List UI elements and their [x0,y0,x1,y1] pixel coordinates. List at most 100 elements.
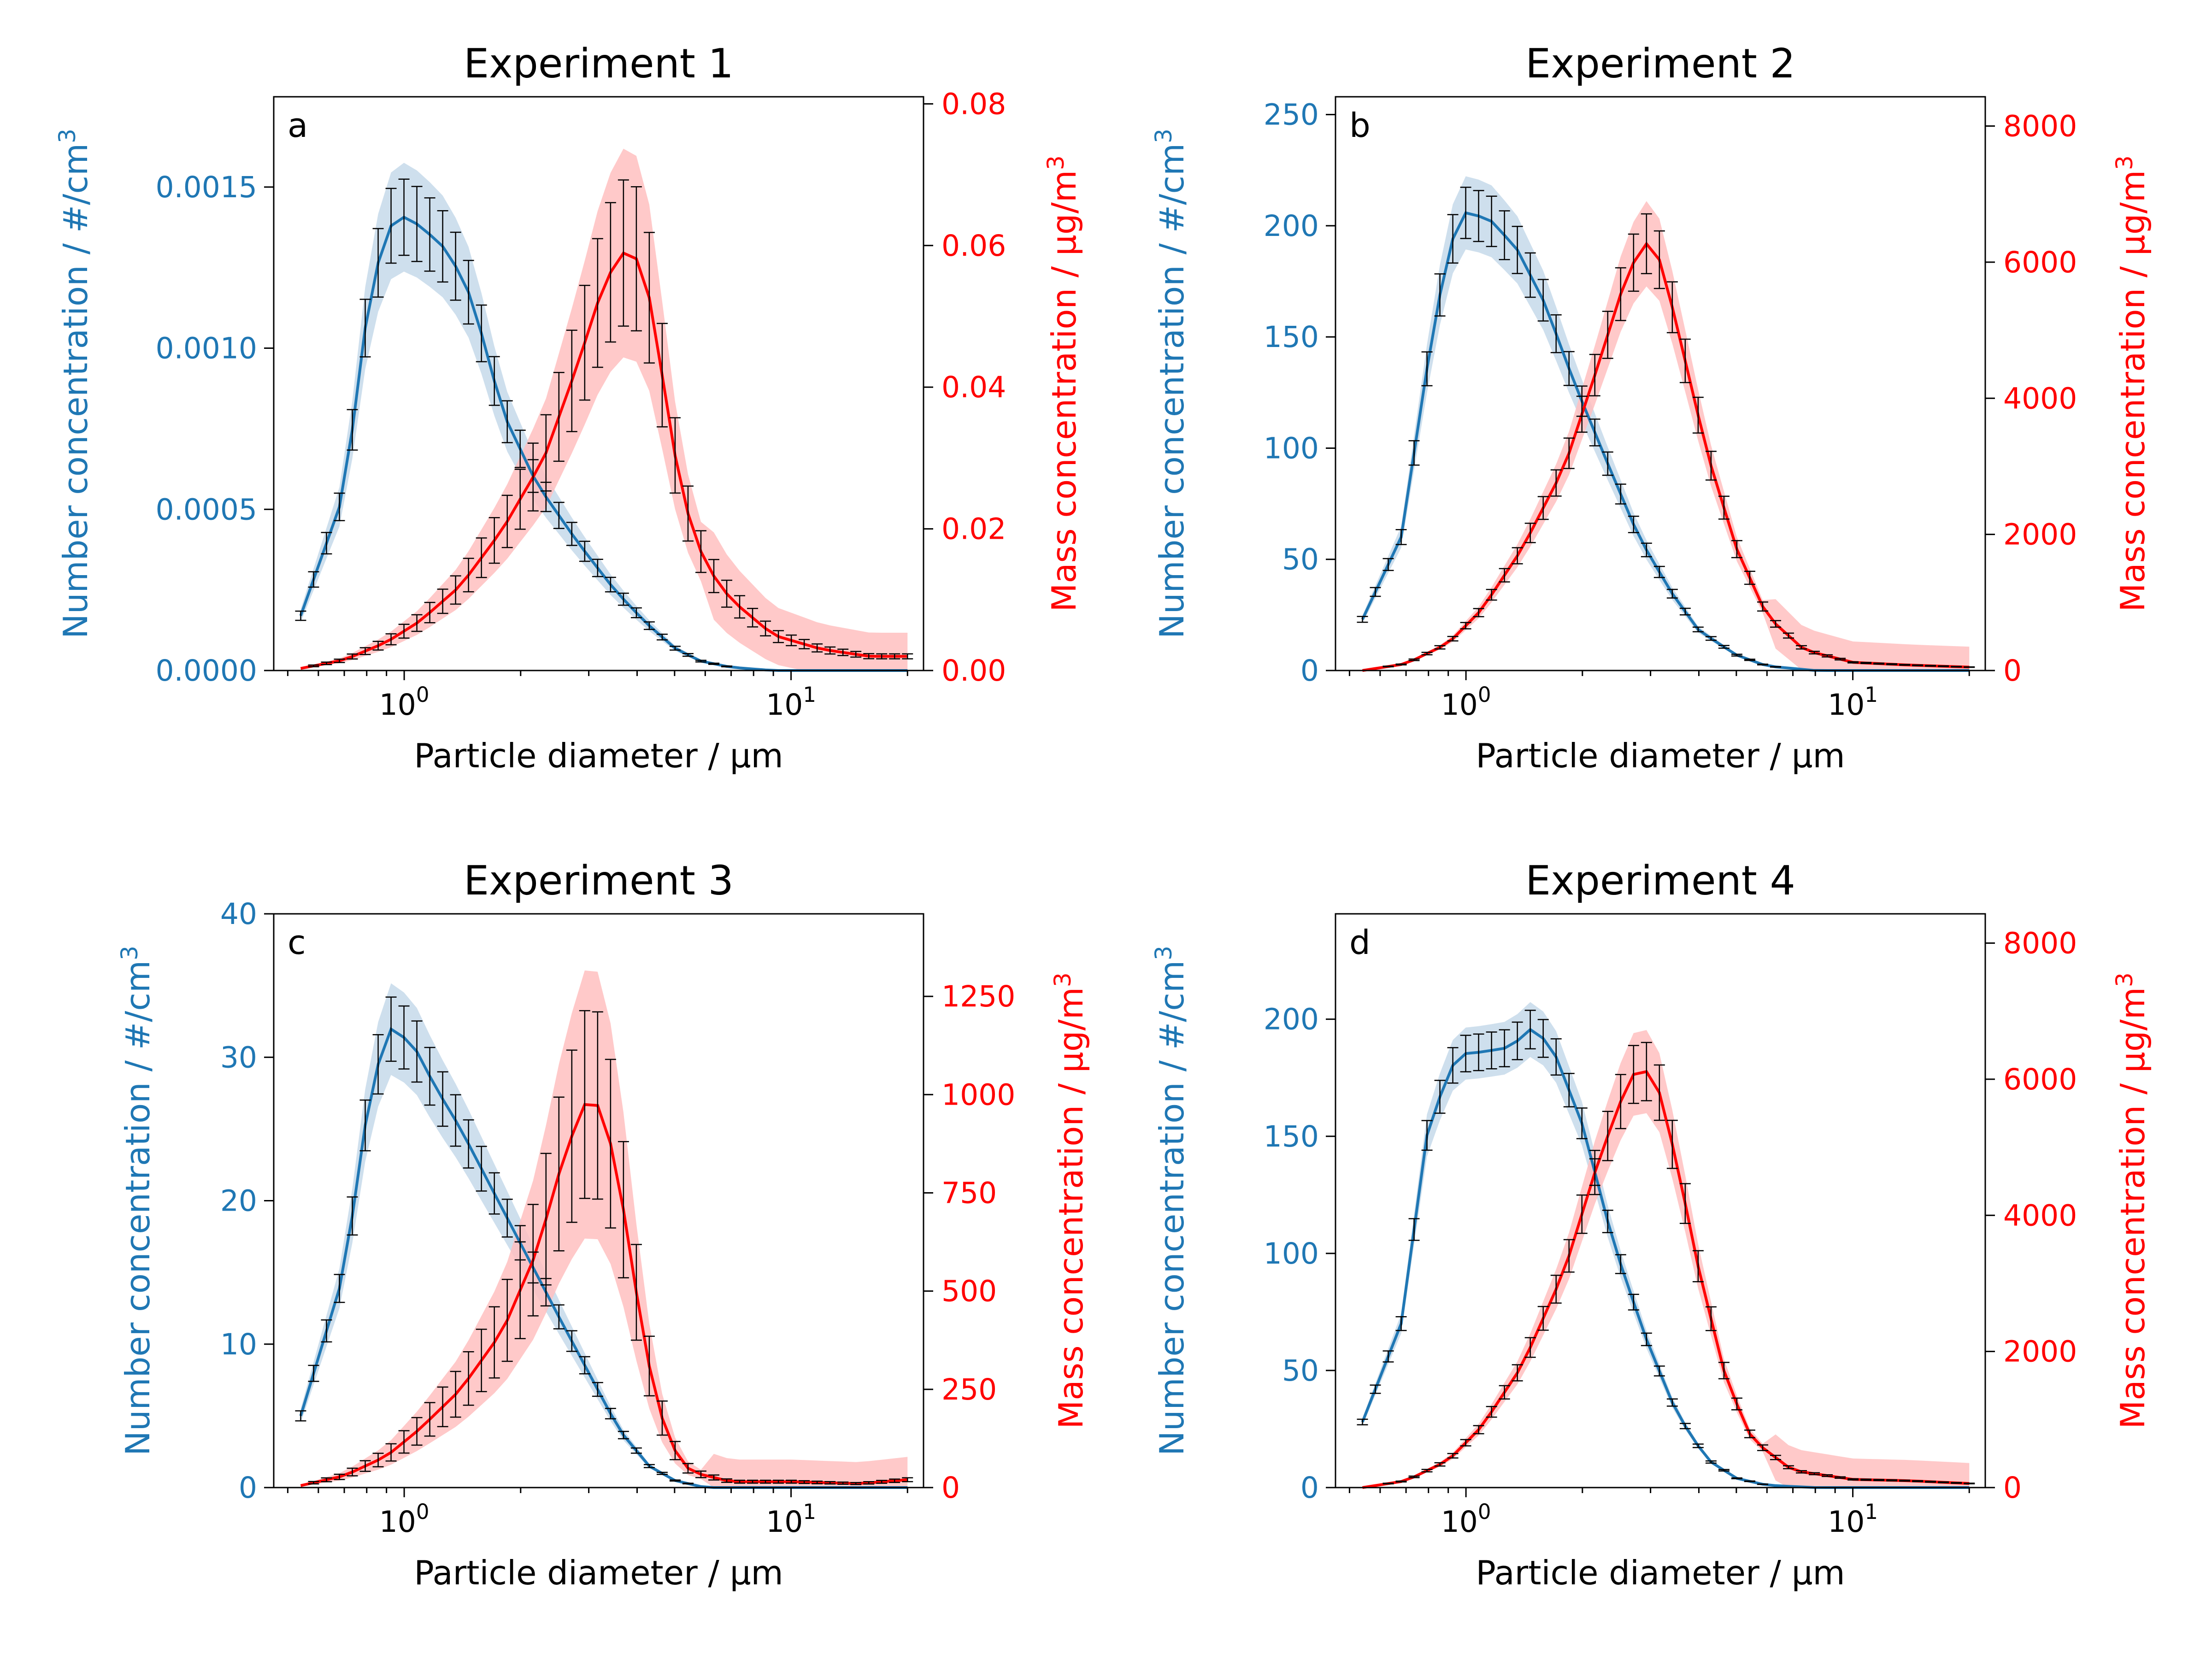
error-bar [321,532,332,555]
bands [1362,176,1970,671]
y-left-tick-label: 0 [239,1471,257,1505]
error-bar [359,1460,371,1472]
error-bar [773,630,784,643]
error-bar [1421,351,1433,387]
error-bar [1550,314,1562,353]
error-bar [1512,547,1523,565]
error-bar [1486,1406,1497,1418]
y-right-tick-label: 250 [941,1373,997,1406]
error-bar [1938,1481,1949,1483]
error-bar [618,1430,629,1440]
error-bar [786,1479,797,1484]
error-bar [1628,1294,1639,1311]
error-bar [1447,1047,1459,1084]
panel-letter: a [288,106,308,145]
y-right-tick-label: 0.04 [941,371,1006,404]
error-bar [437,210,448,283]
error-bar [1537,1019,1549,1058]
error-bar [902,653,913,659]
error-bar [1473,190,1484,242]
error-bar [1512,1021,1523,1060]
y-right-axis-label: Mass concentration / μg/m3 [2111,972,2152,1429]
error-bar [501,494,513,548]
y-right-axis-label: Mass concentration / μg/m3 [1049,972,1090,1429]
error-bar [1434,1462,1446,1467]
band-right [300,970,908,1488]
band-left [300,983,908,1488]
error-bar [1486,195,1497,247]
y-axis-left: 0 10 20 30 40 Number concentration / #/cm3 [116,897,274,1505]
error-bar [643,621,655,630]
panel-letter: b [1349,106,1371,145]
error-bar [398,1430,410,1454]
y-right-tick-label: 0.06 [941,229,1006,263]
error-bar [437,1071,448,1127]
error-bar [450,1094,461,1147]
error-bar [1602,311,1613,359]
error-bar [1692,1250,1704,1282]
error-bar [1589,418,1600,447]
error-bar [1408,1475,1420,1478]
error-bar [566,1049,577,1223]
error-bar [1912,664,1924,666]
error-bar [488,517,500,564]
error-bar [656,323,668,428]
x-axis: 100 101 Particle diameter / μm [287,1488,908,1592]
error-bar [863,653,875,659]
error-bar [1692,396,1704,434]
error-bar [1550,469,1562,497]
error-bar [1473,608,1484,618]
error-bar [1395,663,1407,666]
x-tick-label: 101 [766,682,816,722]
error-bar [630,1447,642,1454]
error-bar [760,1479,771,1484]
error-bar [566,329,577,432]
error-bar [1434,1080,1446,1114]
error-bar [1886,663,1898,665]
error-bar [411,1020,423,1083]
y-left-tick-label: 0.0015 [156,171,257,204]
error-bar [1357,1418,1368,1425]
band-left [300,163,908,671]
error-bar [385,1443,397,1462]
error-bar [1395,1316,1407,1331]
error-bar [372,228,384,298]
y-left-axis-label: Number concentration / #/cm3 [54,129,95,639]
y-left-tick-label: 0 [1300,654,1319,688]
error-bar [1524,523,1536,543]
error-bar [630,607,642,618]
bands [300,970,908,1488]
y-left-tick-label: 20 [220,1184,257,1218]
error-bar [424,601,435,624]
error-bar [1925,1481,1936,1483]
error-bar [592,559,603,577]
band-right [300,148,908,671]
error-bar [812,1480,823,1484]
band-left [1362,1002,1970,1488]
error-bar [488,1306,500,1379]
error-bar [902,1477,913,1483]
error-bar [669,1441,681,1460]
error-bar [295,610,306,621]
error-bar [1512,1364,1523,1382]
error-bar [321,1319,332,1343]
y-left-tick-label: 30 [220,1041,257,1074]
error-bar [850,651,862,658]
x-tick-label: 100 [1441,1500,1491,1539]
error-bar [1666,1119,1678,1169]
error-bar [1499,1385,1510,1400]
error-bar [553,501,565,529]
x-axis: 100 101 Particle diameter / μm [287,671,908,775]
error-bar [1822,1474,1833,1477]
error-bar [1912,1480,1924,1483]
error-bar [682,485,694,542]
error-bar [618,1141,629,1278]
error-bar [1434,273,1446,317]
y-left-tick-label: 150 [1264,320,1319,354]
error-bar [682,653,694,657]
error-bar [1860,1478,1872,1481]
error-bar [695,530,706,573]
y-left-tick-label: 100 [1264,431,1319,465]
error-bar [385,188,397,264]
error-bar [760,620,771,637]
